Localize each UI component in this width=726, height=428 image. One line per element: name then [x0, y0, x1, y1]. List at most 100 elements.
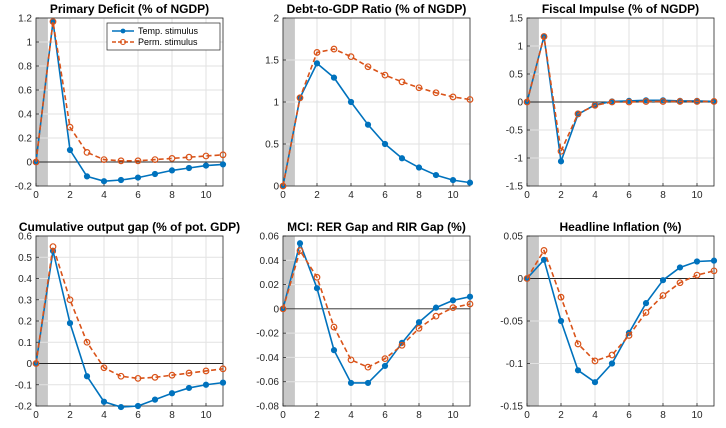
- x-tick-label: 10: [200, 190, 212, 201]
- y-tick-label: 0: [517, 98, 523, 109]
- perm-series-line: [282, 48, 471, 187]
- perm-series-point: [364, 363, 372, 371]
- x-tick-label: 2: [67, 190, 73, 201]
- temp-series-point: [381, 362, 389, 370]
- temp-series-point: [100, 398, 108, 405]
- temp-series-point: [710, 257, 718, 264]
- perm-series-point: [66, 296, 74, 304]
- y-tick-label: -0.15: [500, 402, 523, 413]
- perm-series-point: [32, 158, 40, 166]
- perm-series-point: [523, 275, 531, 282]
- perm-series-point: [608, 98, 616, 106]
- x-tick-label: 2: [558, 190, 564, 201]
- x-tick-label: 2: [67, 410, 73, 421]
- y-tick-label: 2: [273, 14, 279, 25]
- perm-series-point: [710, 98, 718, 105]
- x-tick-label: 0: [33, 410, 39, 421]
- y-tick-label: 0: [26, 359, 32, 370]
- perm-series-point: [523, 98, 531, 106]
- x-tick-label: 4: [101, 190, 107, 201]
- perm-series-point: [100, 364, 108, 372]
- temp-series-point: [608, 360, 616, 367]
- temp-series-point: [83, 173, 91, 180]
- y-tick-label: -0.1: [15, 380, 33, 391]
- y-tick-label: 0.6: [18, 86, 32, 97]
- perm-series-point: [117, 372, 125, 380]
- perm-series-point: [676, 279, 684, 287]
- plot-area: [283, 236, 470, 406]
- perm-series-point: [151, 373, 159, 381]
- perm-series-point: [296, 94, 304, 102]
- temp-series-point: [659, 277, 667, 284]
- y-tick-label: 0: [517, 274, 523, 285]
- temp-series-point: [557, 317, 565, 325]
- temp-series-point: [296, 240, 304, 247]
- x-tick-label: 4: [592, 410, 598, 421]
- y-tick-label: -1: [514, 154, 523, 165]
- perm-series-point: [364, 63, 372, 71]
- x-tick-label: 4: [592, 190, 598, 201]
- y-tick-label: 1.5: [265, 56, 279, 67]
- temp-series-point: [557, 158, 565, 165]
- temp-series-point: [347, 98, 355, 106]
- x-tick-label: 6: [626, 190, 632, 201]
- perm-series-point: [693, 271, 701, 279]
- y-tick-label: 0: [26, 158, 32, 169]
- perm-series-point: [32, 360, 40, 367]
- y-tick-label: -0.02: [256, 329, 279, 340]
- perm-series-point: [279, 305, 287, 313]
- perm-series-point: [557, 293, 565, 301]
- perm-series-point: [49, 18, 57, 26]
- temp-series-point: [676, 264, 684, 271]
- x-tick-label: 8: [416, 190, 422, 201]
- perm-series-point: [432, 312, 440, 320]
- chart-panel-6: -0.15 -0.1 -0.05 0 0.05 0 2 4 6 8 10 Headline Infla…: [500, 220, 718, 421]
- perm-series-point: [574, 340, 582, 348]
- perm-series-point: [642, 309, 650, 316]
- x-tick-label: 8: [660, 190, 666, 201]
- y-tick-label: 0.1: [18, 338, 32, 349]
- perm-series-point: [466, 96, 474, 103]
- y-tick-label: 0.04: [260, 256, 280, 267]
- temp-series-point: [151, 396, 159, 403]
- x-tick-label: 0: [33, 190, 39, 201]
- perm-series-point: [676, 98, 684, 105]
- perm-series-point: [83, 148, 91, 156]
- temp-series-point: [432, 171, 440, 179]
- perm-series-point: [557, 147, 565, 155]
- temp-series-point: [466, 179, 474, 186]
- perm-series-point: [432, 89, 440, 97]
- temp-series-point: [168, 390, 176, 397]
- perm-series-point: [710, 267, 718, 275]
- axes-box: [282, 235, 471, 407]
- y-tick-label: 0.4: [18, 110, 32, 121]
- perm-series-point: [608, 351, 616, 359]
- perm-series-point: [66, 123, 74, 131]
- perm-series-line: [526, 249, 715, 362]
- temp-series-point: [540, 256, 548, 263]
- y-tick-label: 0.8: [18, 62, 32, 73]
- x-tick-label: 4: [348, 410, 354, 421]
- y-tick-label: -0.06: [256, 377, 279, 388]
- perm-series-point: [330, 45, 338, 53]
- x-tick-label: 8: [169, 190, 175, 201]
- perm-series-point: [398, 78, 406, 86]
- perm-series-point: [168, 154, 176, 162]
- temp-series-point: [151, 170, 159, 178]
- legend-box: [106, 22, 221, 51]
- perm-series-point: [540, 247, 548, 254]
- x-tick-label: 2: [314, 190, 320, 201]
- temp-series-point: [466, 293, 474, 300]
- perm-series-point: [574, 110, 582, 118]
- chart-panel-4: -0.2 -0.1 0 0.1 0.2 0.3 0.4 0.5 0.6 0 2 4 6 8 10 Cumula…: [15, 220, 240, 421]
- y-tick-label: -0.5: [506, 126, 524, 137]
- temp-series-point: [185, 164, 193, 172]
- temp-series-point: [202, 381, 210, 388]
- perm-series-point: [117, 157, 125, 165]
- temp-series-point: [134, 174, 142, 181]
- x-tick-label: 6: [382, 190, 388, 201]
- y-tick-label: 0.2: [18, 134, 32, 145]
- chart-title: Cumulative output gap (% of pot. GDP): [19, 220, 240, 234]
- perm-series-point: [625, 98, 633, 106]
